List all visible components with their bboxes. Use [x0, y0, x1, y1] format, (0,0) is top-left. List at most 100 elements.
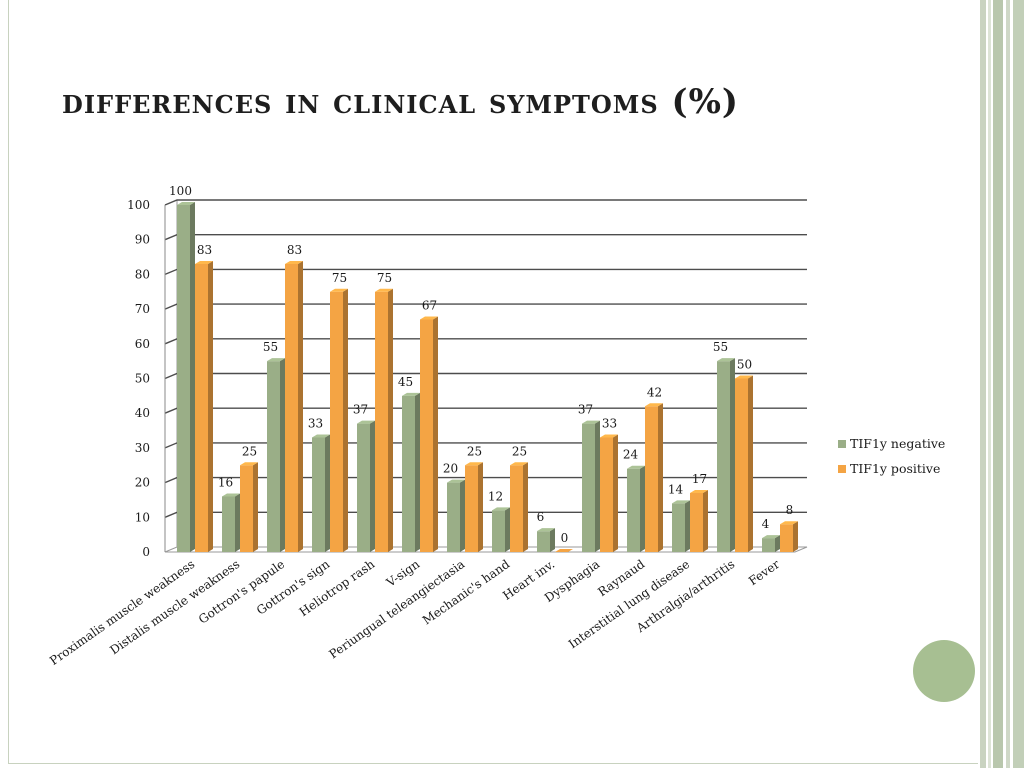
- bar-side: [433, 316, 438, 552]
- bar-top: [510, 462, 528, 466]
- gridline: [164, 476, 807, 484]
- bar-front: [285, 263, 298, 552]
- data-label: 55: [263, 340, 278, 354]
- bar-side: [415, 392, 420, 552]
- bar-top: [690, 490, 708, 494]
- bar-front: [402, 395, 415, 552]
- bar-front: [492, 510, 505, 552]
- bar-front: [240, 465, 253, 552]
- decor-circle: [913, 640, 975, 702]
- y-tick-label: 100: [127, 198, 150, 212]
- data-label: 75: [332, 271, 347, 285]
- bar-top: [177, 202, 195, 205]
- bar-top: [735, 375, 753, 379]
- bar-top: [582, 420, 600, 424]
- bar-front: [267, 361, 280, 552]
- data-label: 83: [287, 243, 302, 257]
- slide-title: differences in clinical symptoms (%): [62, 82, 740, 122]
- data-label: 24: [623, 448, 639, 462]
- bar-side: [343, 288, 348, 552]
- data-label: 4: [762, 517, 770, 531]
- bar-top: [285, 260, 303, 264]
- data-label: 100: [169, 184, 192, 198]
- bar-top: [780, 521, 798, 525]
- bar-front: [375, 291, 388, 552]
- bar-front: [762, 538, 775, 552]
- data-label: 42: [647, 385, 662, 399]
- gridline: [164, 234, 807, 241]
- gridline: [164, 372, 807, 380]
- bar-side: [280, 358, 285, 552]
- bar-side: [640, 465, 645, 552]
- bar-front: [330, 291, 343, 552]
- bar-front: [195, 263, 208, 552]
- bar-side: [253, 462, 258, 552]
- data-label: 45: [398, 375, 413, 389]
- decor-stripe-3: [993, 0, 1003, 768]
- bar-side: [613, 434, 618, 552]
- y-tick-label: 20: [135, 476, 150, 490]
- bar-top: [375, 288, 393, 292]
- bar-top: [492, 507, 510, 511]
- data-label: 75: [377, 271, 392, 285]
- legend-label-negative: TIF1y negative: [850, 436, 946, 451]
- bar-front: [717, 361, 730, 552]
- bar-front: [537, 531, 550, 552]
- bar-side: [370, 420, 375, 552]
- bar-side: [775, 535, 780, 552]
- gridline: [164, 407, 807, 414]
- gridline: [164, 338, 807, 345]
- gridline: [164, 442, 807, 449]
- data-label: 20: [443, 462, 458, 476]
- bar-top: [402, 392, 420, 396]
- y-tick-label: 80: [135, 267, 150, 281]
- legend-swatch-negative: [838, 439, 846, 448]
- chart-legend: TIF1y negative TIF1y positive: [838, 431, 945, 481]
- gridline: [164, 303, 807, 310]
- bar-front: [690, 493, 703, 552]
- data-label: 33: [308, 416, 323, 430]
- x-tick-label: Fever: [746, 557, 782, 588]
- y-tick-label: 30: [135, 441, 150, 455]
- bar-front: [780, 524, 793, 552]
- data-label: 50: [737, 358, 752, 372]
- data-label: 37: [353, 403, 368, 417]
- x-tick-label: Heliotrop rash: [297, 557, 378, 619]
- bar-front: [420, 319, 433, 552]
- bar-top: [222, 493, 240, 497]
- bar-top: [717, 358, 735, 362]
- decor-stripe-4: [1006, 0, 1010, 768]
- gridline: [164, 268, 807, 276]
- bar-front: [465, 465, 478, 552]
- chart-floor: [164, 546, 808, 553]
- decor-stripe-5: [1013, 0, 1024, 768]
- bar-top: [672, 500, 690, 504]
- bar-front: [447, 482, 460, 552]
- bar-front: [177, 205, 190, 552]
- y-tick-label: 40: [135, 406, 150, 420]
- data-label: 25: [512, 444, 527, 458]
- data-label: 25: [467, 444, 482, 458]
- bar-front: [312, 437, 325, 552]
- bar-front: [645, 406, 658, 552]
- bar-side: [235, 493, 240, 552]
- bar-top: [240, 462, 258, 466]
- bar-side: [460, 479, 465, 552]
- data-label: 12: [488, 489, 503, 503]
- bar-front: [582, 423, 595, 552]
- data-label: 55: [713, 340, 728, 354]
- bar-side: [595, 420, 600, 552]
- bar-front: [510, 465, 523, 552]
- y-tick-label: 90: [135, 233, 150, 247]
- bar-side: [748, 375, 753, 552]
- legend-item-negative: TIF1y negative: [838, 431, 945, 456]
- bar-top: [465, 462, 483, 466]
- bar-top: [420, 316, 438, 320]
- bar-top: [195, 260, 213, 264]
- bar-front: [735, 378, 748, 552]
- bar-side: [703, 490, 708, 552]
- bar-top: [447, 479, 465, 483]
- bar-side: [298, 260, 303, 552]
- data-label: 25: [242, 444, 257, 458]
